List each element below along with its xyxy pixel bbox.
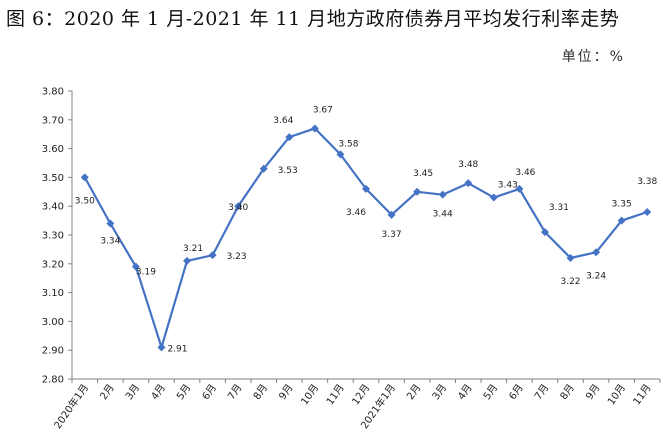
x-tick-label: 6月 [507,382,526,402]
data-point-marker [540,228,549,237]
x-tick-label: 12月 [350,382,373,408]
y-tick-label: 3.60 [42,144,64,155]
data-point-marker [617,216,626,225]
x-tick-label: 8月 [251,382,270,402]
y-tick-label: 3.40 [42,202,64,213]
data-label: 3.64 [273,116,293,126]
data-label: 3.38 [637,177,657,187]
data-point-marker [438,190,447,199]
data-label: 3.67 [313,105,333,115]
data-label: 3.35 [612,200,632,210]
data-label: 3.24 [586,271,606,281]
y-tick-label: 2.80 [42,375,64,386]
data-point-marker [566,254,575,263]
x-tick-label: 5月 [481,382,500,402]
x-tick-label: 3月 [430,382,449,402]
data-labels: 3.50 3.34 3.19 2.91 3.21 3.23 3.40 3.53 3.64 3.67… [75,105,658,354]
x-tick-label: 8月 [558,382,577,402]
data-label: 3.46 [346,208,366,218]
y-tick-label: 3.00 [42,317,64,328]
data-label: 3.50 [75,196,95,206]
y-tick-label: 3.80 [42,87,64,98]
x-tick-label: 9月 [583,382,602,402]
data-label: 3.23 [227,252,247,262]
data-point-marker [643,207,652,216]
data-point-marker [80,173,89,182]
data-point-marker [515,184,524,193]
series-points [80,124,652,352]
data-label: 2.91 [167,344,187,354]
data-point-marker [208,251,217,260]
data-point-marker [362,184,370,193]
x-tick-label: 4月 [455,382,474,402]
x-tick-label: 11月 [631,382,654,408]
data-label: 3.21 [183,244,203,254]
x-tick-label: 10月 [298,382,321,408]
y-tick-labels: 2.80 2.90 3.00 3.10 3.20 3.30 3.40 3.50 3.60 3.70… [42,87,64,386]
x-tick-label: 9月 [277,382,296,402]
unit-label: 单位：% [561,49,625,65]
data-point-marker [234,202,243,211]
data-label: 3.44 [433,210,453,220]
data-point-marker [387,210,396,219]
y-tick-label: 3.10 [42,288,64,299]
data-label: 3.31 [549,203,569,213]
data-point-marker [413,187,422,196]
series-line-path [83,127,648,349]
chart-title: 图 6：2020 年 1 月-2021 年 11 月地方政府债券月平均发行利率走… [6,8,620,30]
data-label: 3.43 [498,181,518,191]
data-label: 3.22 [560,277,580,287]
data-label: 3.37 [382,230,402,240]
y-tick-label: 3.50 [42,173,64,184]
y-tick-label: 2.90 [42,346,64,357]
x-tick-label: 4月 [149,382,168,402]
data-point-marker [310,124,319,133]
x-tick-label: 7月 [225,382,244,402]
x-tick-label: 5月 [174,382,193,402]
data-point-marker [464,179,473,188]
data-label: 3.58 [338,139,358,149]
x-tick-label: 2020年1月 [51,381,91,431]
x-tick-label: 11月 [324,382,347,408]
x-tick-label: 3月 [123,382,142,402]
data-label: 3.46 [515,168,535,178]
series-line [83,127,648,349]
y-tick-label: 3.70 [42,115,64,126]
data-point-marker [489,193,498,202]
data-label: 3.19 [136,268,156,278]
x-tick-label: 2月 [98,382,117,402]
data-label: 3.45 [413,169,433,179]
data-point-marker [106,219,115,228]
data-point-marker [285,133,294,142]
data-point-marker [157,343,166,352]
data-point-marker [259,164,268,173]
x-tick-label: 7月 [532,382,551,402]
data-point-marker [336,150,345,159]
y-tick-label: 3.20 [42,259,64,270]
data-label: 3.40 [228,203,248,213]
x-tick-label: 2月 [404,382,423,402]
data-label: 3.53 [278,166,298,176]
data-point-marker [131,262,140,271]
data-label: 3.48 [458,160,478,170]
data-point-marker [592,248,601,257]
x-tick-label: 10月 [605,382,628,408]
y-tick-label: 3.30 [42,231,64,242]
data-label: 3.34 [100,236,120,246]
x-tick-label: 6月 [200,382,219,402]
chart-axes [68,90,661,383]
data-point-marker [183,256,192,265]
